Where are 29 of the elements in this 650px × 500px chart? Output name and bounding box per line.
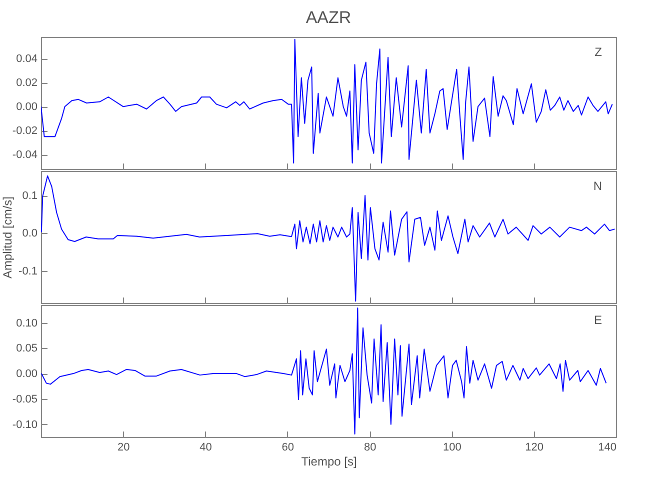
y-tick-label: 0.05 <box>16 342 38 355</box>
x-tick-label: 120 <box>525 442 544 454</box>
x-axis-title: Tiempo [s] <box>301 454 357 468</box>
y-tick-label: 0.00 <box>16 101 38 114</box>
y-axis-title: Amplitud [cm/s] <box>0 196 15 279</box>
line-series <box>41 175 616 302</box>
chart-title: AAZR <box>306 8 352 27</box>
x-tick-label: 140 <box>598 442 616 454</box>
x-tick-label: 100 <box>443 442 462 454</box>
annotation: N <box>593 179 602 193</box>
y-tick-label: -0.05 <box>12 393 38 406</box>
y-tick-label: 0.04 <box>16 53 38 66</box>
y-tick-label: 0.0 <box>22 228 38 240</box>
y-tick-label: 0.10 <box>16 317 38 330</box>
y-tick-label: -0.02 <box>12 125 38 138</box>
y-tick-label: 0.02 <box>16 77 38 90</box>
y-tick-label: -0.1 <box>18 265 38 278</box>
y-tick-label: 0.1 <box>22 190 38 202</box>
annotation: E <box>594 313 602 327</box>
annotation: Z <box>594 45 602 59</box>
x-tick-label: 20 <box>118 442 130 454</box>
x-tick-label: 40 <box>200 442 212 454</box>
x-tick-label: 80 <box>364 442 376 454</box>
x-tick-label: 60 <box>282 442 294 454</box>
y-tick-label: -0.04 <box>12 149 38 162</box>
line-series <box>41 38 613 164</box>
y-tick-label: -0.10 <box>12 418 38 431</box>
line-series <box>41 308 607 434</box>
y-tick-label: 0.00 <box>16 368 38 380</box>
